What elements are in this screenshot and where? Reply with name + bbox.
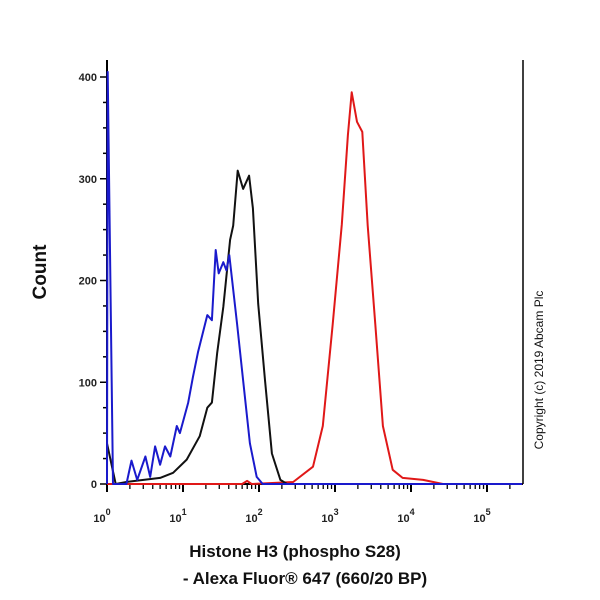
x-tick-label: 104 (397, 507, 414, 525)
y-tick-label: 0 (91, 479, 97, 491)
x-tick-label: 105 (473, 507, 490, 525)
x-tick-base: 10 (321, 513, 333, 525)
x-tick-base: 10 (93, 513, 105, 525)
x-tick-label: 102 (245, 507, 262, 525)
series-line-1 (106, 169, 523, 485)
y-tick-label: 300 (79, 174, 97, 186)
x-tick-exponent: 5 (486, 507, 491, 517)
x-tick-exponent: 1 (182, 507, 187, 517)
x-tick-label: 101 (169, 507, 186, 525)
x-tick-base: 10 (473, 513, 485, 525)
series-line-0 (106, 70, 523, 485)
y-tick-label: 200 (79, 276, 97, 288)
y-tick-label: 100 (79, 377, 97, 389)
x-tick-exponent: 0 (106, 507, 111, 517)
series-group (106, 70, 523, 485)
x-axis-label-line1: Histone H3 (phospho S28) (189, 542, 401, 561)
x-tick-exponent: 2 (258, 507, 263, 517)
series-line-2 (107, 91, 523, 485)
y-tick-label: 400 (79, 72, 97, 84)
x-tick-base: 10 (397, 513, 409, 525)
copyright-annotation: Copyright (c) 2019 Abcam Plc (532, 291, 546, 450)
x-tick-base: 10 (245, 513, 257, 525)
x-tick-label: 103 (321, 507, 338, 525)
x-tick-exponent: 4 (410, 507, 415, 517)
x-tick-base: 10 (169, 513, 181, 525)
x-tick-label: 100 (93, 507, 110, 525)
x-axis-label-line2: - Alexa Fluor® 647 (660/20 BP) (183, 569, 427, 588)
x-tick-exponent: 3 (334, 507, 339, 517)
y-axis-label: Count (30, 244, 51, 300)
